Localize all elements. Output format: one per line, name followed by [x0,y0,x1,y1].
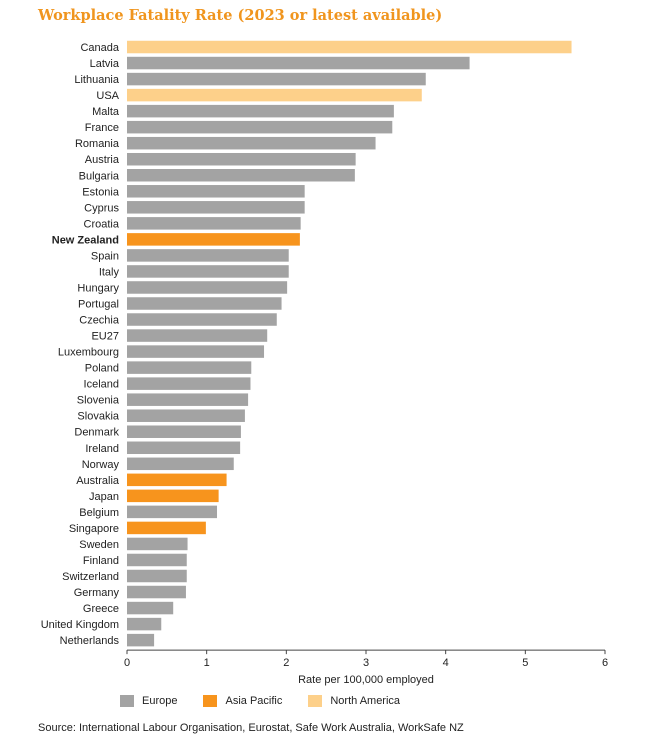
category-label-slovakia: Slovakia [77,411,119,423]
bar-usa [127,88,422,102]
category-label-slovenia: Slovenia [77,395,120,407]
category-label-new-zealand: New Zealand [52,234,119,246]
category-label-portugal: Portugal [78,299,119,311]
legend-label-north-america: North America [330,695,401,707]
bar-czechia [127,313,277,326]
category-label-cyprus: Cyprus [84,202,119,214]
legend-swatch-europe [120,695,134,707]
legend-item-north-america: North America [308,695,400,707]
category-label-germany: Germany [74,587,120,599]
category-label-japan: Japan [89,491,119,503]
category-label-united-kingdom: United Kingdom [41,619,119,631]
category-label-croatia: Croatia [84,218,120,230]
category-label-netherlands: Netherlands [60,635,120,647]
bar-spain [127,249,289,262]
x-tick-label-3: 3 [363,657,369,669]
category-label-iceland: Iceland [84,379,119,391]
legend-label-europe: Europe [142,695,178,707]
x-tick-label-4: 4 [443,657,449,669]
bar-malta [127,104,394,118]
category-label-norway: Norway [82,459,120,471]
x-tick-label-2: 2 [283,657,289,669]
bar-norway [127,457,234,471]
x-axis-title: Rate per 100,000 employed [298,674,434,686]
category-label-france: France [85,122,119,134]
bar-netherlands [127,633,155,647]
category-label-latvia: Latvia [90,58,120,70]
category-label-estonia: Estonia [82,186,120,198]
category-label-singapore: Singapore [69,523,119,535]
bar-singapore [127,521,206,535]
bar-austria [127,152,356,166]
source-note: Source: International Labour Organisatio… [38,722,464,734]
x-tick-label-6: 6 [602,657,608,669]
category-label-finland: Finland [83,555,119,567]
bar-lithuania [127,72,426,86]
category-label-romania: Romania [75,138,120,150]
category-label-lithuania: Lithuania [74,74,120,86]
bar-slovakia [127,409,245,422]
category-label-sweden: Sweden [79,539,119,551]
category-label-eu27: EU27 [91,331,119,343]
bar-latvia [127,56,470,70]
bar-romania [127,136,376,150]
bar-australia [127,473,227,487]
bar-germany [127,585,186,599]
bar-estonia [127,185,305,198]
legend-label-asia-pacific: Asia Pacific [225,695,283,707]
bar-sweden [127,537,188,551]
x-tick-label-0: 0 [124,657,130,669]
bar-luxembourg [127,345,265,358]
bar-poland [127,361,252,374]
bar-bulgaria [127,169,355,182]
category-label-denmark: Denmark [74,427,119,439]
legend: Europe Asia Pacific North America [120,695,400,707]
bar-united-kingdom [127,617,162,631]
bar-finland [127,553,187,567]
bar-cyprus [127,201,305,214]
category-label-switzerland: Switzerland [62,571,119,583]
bar-eu27 [127,329,268,342]
category-label-australia: Australia [76,475,120,487]
category-label-ireland: Ireland [85,443,119,455]
bar-denmark [127,425,241,438]
category-label-malta: Malta [92,106,120,118]
legend-item-asia-pacific: Asia Pacific [203,695,282,707]
x-tick-label-1: 1 [204,657,210,669]
bar-portugal [127,297,282,310]
legend-swatch-north-america [308,695,323,707]
bar-belgium [127,505,218,519]
bar-slovenia [127,393,249,406]
x-tick-label-5: 5 [522,657,528,669]
bar-switzerland [127,569,187,583]
bar-new-zealand [127,233,300,246]
bar-croatia [127,217,301,230]
bar-canada [127,40,572,54]
bar-chart: Canada Latvia Lithuania USA Malta France Roman… [41,40,608,686]
category-label-spain: Spain [91,250,119,262]
bar-iceland [127,377,251,390]
category-label-bulgaria: Bulgaria [79,170,120,182]
category-label-hungary: Hungary [77,282,119,294]
chart-title: Workplace Fatality Rate (2023 or latest … [38,7,443,24]
bar-hungary [127,281,288,294]
category-label-luxembourg: Luxembourg [58,347,119,359]
bar-japan [127,489,219,503]
bar-greece [127,601,174,615]
bar-france [127,120,393,134]
bar-italy [127,265,289,278]
category-label-czechia: Czechia [79,315,120,327]
category-label-belgium: Belgium [79,507,119,519]
category-label-greece: Greece [83,603,119,615]
category-label-austria: Austria [85,154,120,166]
legend-item-europe: Europe [120,695,177,707]
bar-ireland [127,441,241,455]
category-label-italy: Italy [99,266,120,278]
legend-swatch-asia-pacific [203,695,218,707]
category-label-canada: Canada [80,42,119,54]
category-label-poland: Poland [85,363,119,375]
category-label-usa: USA [96,90,119,102]
